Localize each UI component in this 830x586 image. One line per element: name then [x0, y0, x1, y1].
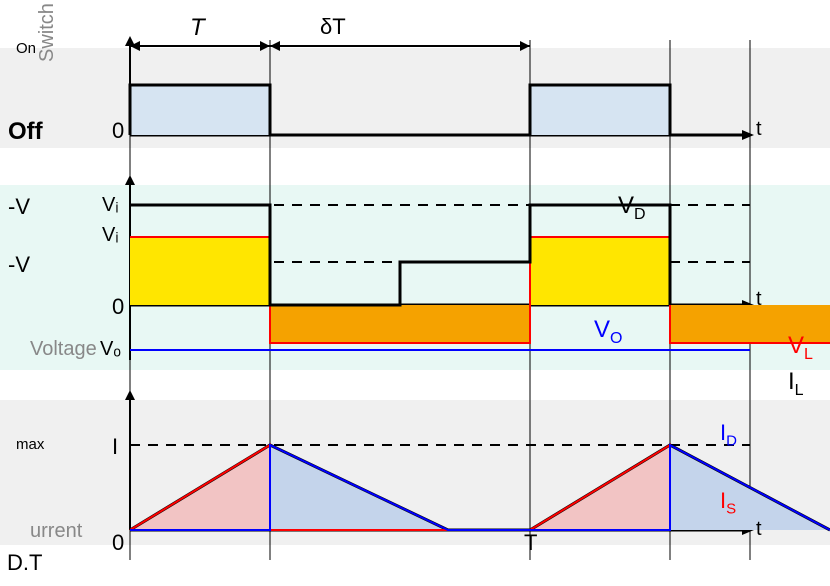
- label-current: urrent: [30, 520, 82, 543]
- origin-0-voltage: 0: [112, 294, 124, 320]
- label-voltage: Voltage: [30, 338, 97, 361]
- label-T-bottom: T: [524, 530, 537, 556]
- label-DT: D.T: [7, 550, 42, 576]
- label-VO: VO: [594, 316, 622, 348]
- label-T: T: [190, 14, 205, 42]
- origin-0-current: 0: [112, 530, 124, 556]
- label-ID: ID: [720, 420, 737, 449]
- t-axis-current: t: [756, 518, 762, 541]
- label-Vi2-axis: Vᵢ: [102, 224, 118, 247]
- label-deltaT: δT: [320, 14, 346, 40]
- label-nVi: -V: [8, 194, 30, 220]
- waveform-diagram: [0, 0, 830, 586]
- label-nVo: -V: [8, 252, 30, 278]
- t-axis-voltage: t: [756, 288, 762, 311]
- label-IL: IL: [788, 368, 804, 400]
- label-off: Off: [8, 118, 43, 146]
- label-Vi-axis: Vᵢ: [102, 194, 118, 217]
- origin-0-switch: 0: [112, 118, 124, 144]
- t-axis-switch: t: [756, 118, 762, 141]
- label-Imax: I: [112, 434, 118, 460]
- label-IS: IS: [720, 488, 736, 517]
- label-VL: VL: [788, 332, 813, 364]
- label-switch-state: Switch state: [36, 0, 59, 62]
- label-Vo-axis: Vₒ: [100, 338, 121, 361]
- label-max: max: [16, 436, 44, 453]
- label-VD: VD: [618, 192, 646, 224]
- label-on: On: [16, 40, 36, 57]
